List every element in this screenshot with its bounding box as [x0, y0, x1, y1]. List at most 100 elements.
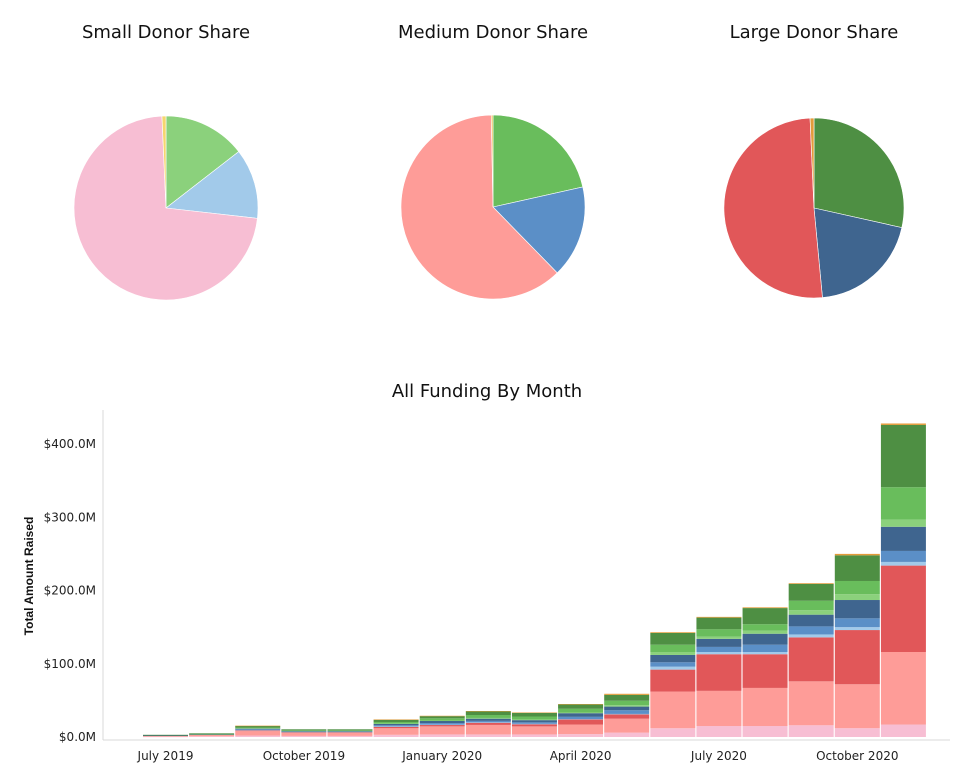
bar-segment-small-light-pink — [143, 736, 188, 738]
bar-segment-large-red — [880, 565, 926, 653]
bar-segment-small-light-green — [696, 636, 742, 639]
bar-segment-medium-salmon — [143, 735, 188, 737]
pie-slice-medium-salmon — [400, 114, 558, 300]
bar-segment-large-red — [419, 724, 465, 727]
bar-segment-large-blue — [511, 720, 557, 723]
pie-slice-medium-blue — [492, 186, 586, 274]
bar-segment-large-green — [327, 729, 373, 731]
bar-segment-large-green — [281, 729, 327, 731]
bar-segment-medium-blue — [235, 729, 281, 731]
bar-segment-large-blue — [650, 654, 696, 663]
bar-segment-medium-green — [281, 730, 327, 731]
bar-segment-large-blue — [834, 600, 880, 619]
bar-segment-medium-green — [650, 644, 696, 653]
y-tick-label: $100.0M — [44, 657, 96, 671]
x-tick-label: January 2020 — [401, 749, 482, 763]
bar-segment-large-green — [189, 733, 235, 735]
bar-segment-medium-salmon — [742, 687, 788, 727]
bar-segment-small-light-blue — [604, 713, 650, 715]
bar-segment-medium-salmon — [511, 726, 557, 735]
bar-segment-medium-green — [788, 600, 834, 611]
bar-segment-large-orange — [742, 607, 788, 609]
bar-segment-medium-green — [558, 708, 604, 713]
bar-segment-medium-salmon — [788, 681, 834, 726]
bar-segment-medium-blue — [281, 731, 327, 733]
bar-segment-large-orange — [511, 712, 557, 713]
bar-segment-small-light-pink — [742, 726, 788, 737]
bar-segment-small-light-pink — [373, 734, 419, 737]
bar-segment-small-light-pink — [189, 736, 235, 737]
bar-segment-small-light-blue — [465, 722, 511, 723]
bar-segment-medium-green — [604, 700, 650, 706]
bar-segment-large-green — [788, 583, 834, 601]
pie-slice-large-green — [813, 117, 905, 228]
bar-segment-medium-salmon — [419, 726, 465, 735]
bar-segment-small-light-pink — [281, 735, 327, 737]
bar-segment-small-light-pink — [788, 725, 834, 737]
bar-segment-medium-green — [327, 730, 373, 731]
pie-slice-small-light-blue — [165, 151, 259, 219]
bar-segment-large-orange — [788, 583, 834, 584]
bar-segment-medium-green — [742, 624, 788, 631]
bar-segment-large-green — [235, 726, 281, 728]
bar-segment-medium-blue — [511, 722, 557, 724]
bar-segment-large-orange — [604, 693, 650, 695]
bar-segment-large-red — [511, 724, 557, 727]
bar-segment-small-light-blue — [788, 634, 834, 638]
bar-segment-medium-blue — [696, 646, 742, 653]
bar-segment-large-blue — [604, 706, 650, 711]
bar-segment-large-red — [834, 630, 880, 685]
bar-segment-medium-salmon — [281, 732, 327, 736]
bar-segment-large-red — [604, 714, 650, 719]
bar-segment-large-blue — [696, 638, 742, 647]
bar-segment-small-light-pink — [880, 724, 926, 737]
bar-segment-small-light-green — [604, 705, 650, 707]
bar-segment-small-light-blue — [281, 731, 327, 733]
y-tick-label: $300.0M — [44, 510, 96, 524]
bar-segment-small-light-green — [235, 728, 281, 729]
bar-segment-medium-salmon — [235, 731, 281, 736]
bar-segment-large-green — [696, 617, 742, 630]
bar-segment-large-red — [650, 669, 696, 692]
bar-segment-small-light-pink — [511, 734, 557, 737]
bar-segment-large-orange — [419, 715, 465, 717]
y-axis-ticks: $0.0M $100.0M $200.0M $300.0M $400.0M — [44, 437, 96, 744]
bar-segment-large-red — [465, 722, 511, 725]
bar-segment-large-orange — [880, 423, 926, 425]
bar-segment-small-light-green — [834, 594, 880, 601]
bar-segment-large-orange — [558, 704, 604, 705]
bar-segment-small-light-pink — [327, 735, 373, 737]
bar-segment-medium-blue — [604, 710, 650, 714]
bar-segment-large-blue — [143, 735, 188, 737]
bar-segment-large-orange — [650, 632, 696, 633]
bar-segment-medium-green — [511, 716, 557, 720]
bar-segment-medium-salmon — [696, 690, 742, 727]
medium-donor-share-pie — [400, 114, 586, 300]
bar-segment-small-light-pink — [650, 728, 696, 737]
small-donor-share-pie — [73, 115, 259, 301]
x-tick-label: July 2019 — [137, 749, 194, 763]
small-donor-share-title: Small Donor Share — [82, 22, 250, 43]
pie-slice-small-light-pink — [73, 115, 258, 301]
bar-segment-small-light-green — [281, 730, 327, 732]
pie-slice-small-light-green — [165, 115, 240, 209]
bar-segment-medium-green — [465, 715, 511, 718]
bar-segment-large-green — [558, 704, 604, 709]
pie-slice-small-yellow — [161, 115, 167, 209]
bar-segment-large-red — [281, 732, 327, 733]
bar-segment-small-light-green — [465, 717, 511, 719]
bar-segment-small-light-pink — [558, 734, 604, 737]
bar-segment-small-light-green — [558, 712, 604, 714]
bar-segment-large-green — [373, 719, 419, 722]
bar-segment-large-green — [419, 716, 465, 719]
pie-slice-large-blue — [813, 207, 903, 298]
bar-segment-large-blue — [281, 731, 327, 732]
bar-segment-large-blue — [465, 718, 511, 721]
bar-segment-medium-salmon — [558, 724, 604, 735]
bar-segment-large-red — [235, 730, 281, 732]
bar-segment-large-red — [788, 637, 834, 682]
bar-segment-medium-salmon — [834, 684, 880, 729]
bar-segment-large-green — [465, 711, 511, 716]
bar-segment-large-red — [742, 654, 788, 688]
pie-slice-medium-green — [492, 114, 584, 208]
